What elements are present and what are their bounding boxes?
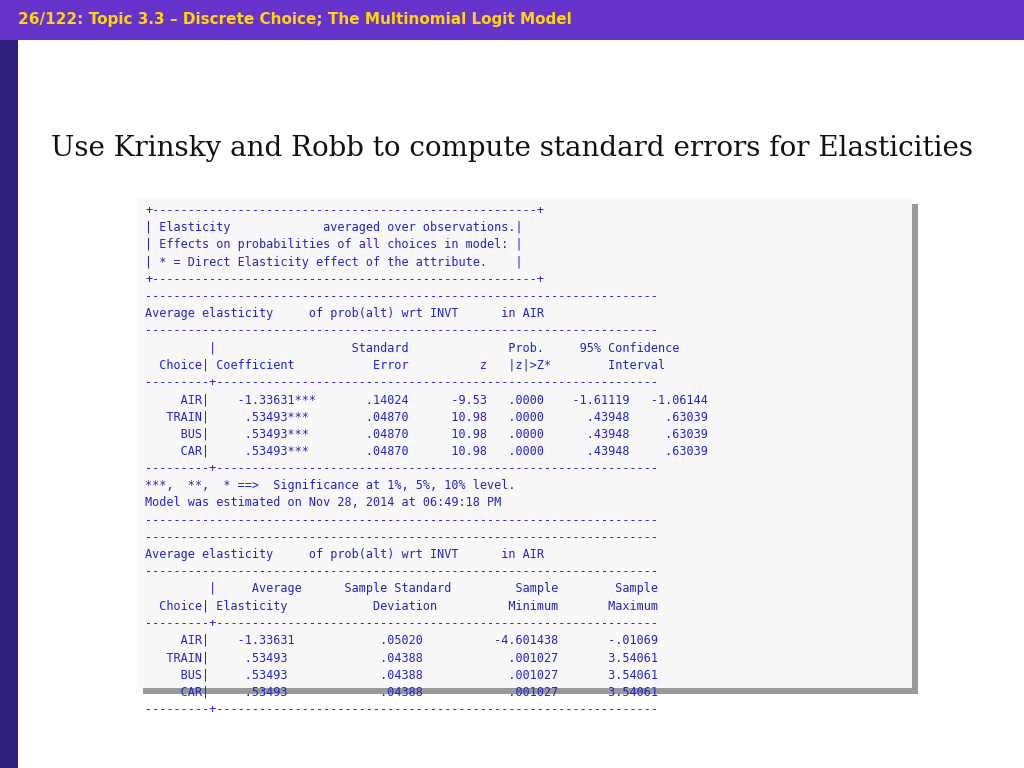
Bar <box>137 198 912 688</box>
Text: 26/122: Topic 3.3 – Discrete Choice; The Multinomial Logit Model: 26/122: Topic 3.3 – Discrete Choice; The… <box>18 12 571 28</box>
Bar <box>0 0 1024 40</box>
Text: Use Krinsky and Robb to compute standard errors for Elasticities: Use Krinsky and Robb to compute standard… <box>51 134 973 161</box>
Text: +------------------------------------------------------+
| Elasticity           : +---------------------------------------… <box>145 204 708 716</box>
Bar <box>0 40 18 768</box>
Bar <box>143 204 918 694</box>
